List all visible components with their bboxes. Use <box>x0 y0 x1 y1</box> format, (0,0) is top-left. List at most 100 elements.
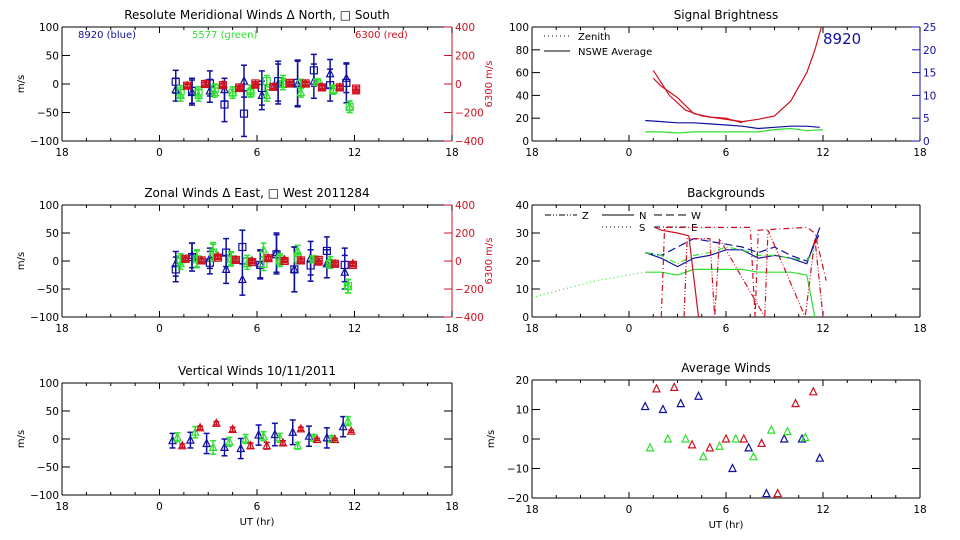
y2-axis-label: 6300 m/s <box>484 238 495 285</box>
y2-tick-label: 0 <box>455 79 462 91</box>
data-point-square <box>231 255 240 264</box>
x-tick-label: 0 <box>626 323 633 335</box>
data-point-triangle <box>312 434 322 444</box>
series-8920-west <box>171 229 349 293</box>
data-point-triangle <box>757 438 767 448</box>
data-point-triangle <box>346 425 356 435</box>
y-tick-label: 0 <box>522 136 529 148</box>
series-8920-nswe-average <box>645 119 820 130</box>
y2-axis-label: 6300 m/s <box>484 61 495 108</box>
data-point-triangle <box>761 488 771 498</box>
data-point-triangle <box>228 424 238 434</box>
data-point-triangle <box>739 433 749 443</box>
data-point-triangle <box>766 424 776 434</box>
y-tick-label: −10 <box>507 464 529 476</box>
data-point-triangle <box>797 433 807 443</box>
data-point-triangle <box>293 440 303 450</box>
data-point-triangle <box>744 442 754 452</box>
data-point-square <box>213 253 223 262</box>
series-line <box>645 246 816 265</box>
x-tick-label: 6 <box>723 147 730 159</box>
data-point-triangle <box>338 421 348 431</box>
x-axis-label: UT (hr) <box>709 520 744 531</box>
data-point-triangle <box>698 451 708 461</box>
y-tick-label: −20 <box>507 493 529 505</box>
data-point-triangle <box>669 382 679 391</box>
x-tick-label: 6 <box>254 501 261 513</box>
y-tick-label: −50 <box>37 108 59 120</box>
chart-title: Backgrounds <box>687 186 765 200</box>
data-point-square <box>194 88 203 97</box>
series-6300-nswe-average <box>652 27 822 123</box>
x-tick-label: 6 <box>723 504 730 516</box>
x-tick-label: 12 <box>816 147 829 159</box>
data-point-triangle <box>731 433 741 443</box>
data-point-square <box>343 282 353 291</box>
data-point-square <box>209 248 218 257</box>
x-tick-label: 18 <box>525 147 538 159</box>
series-line <box>645 232 821 262</box>
data-point-triangle <box>254 429 264 439</box>
data-point-square <box>181 254 190 263</box>
data-point-triangle <box>224 436 234 446</box>
chart-title: Average Winds <box>681 361 771 375</box>
y2-tick-label: 400 <box>455 22 475 34</box>
data-point-triangle <box>241 433 251 443</box>
y-tick-label: 50 <box>46 406 59 418</box>
data-point-triangle <box>694 390 703 400</box>
y-tick-label: 50 <box>46 51 59 63</box>
y-tick-label: −50 <box>37 284 59 296</box>
x-tick-label: 0 <box>156 323 163 335</box>
y2-tick-label: 200 <box>455 51 475 63</box>
y-tick-label: 0 <box>52 79 59 91</box>
data-point-triangle <box>296 87 306 97</box>
y2-tick-label: 5 <box>923 113 930 125</box>
series-line <box>652 77 743 124</box>
x-tick-label: 18 <box>913 147 926 159</box>
series-line <box>532 271 646 298</box>
series-5577-nswe-average <box>645 127 824 134</box>
data-point-triangle <box>185 434 195 444</box>
data-point-triangle <box>304 430 314 440</box>
data-point-square <box>210 84 219 93</box>
y2-tick-label: 20 <box>923 45 936 57</box>
data-point-triangle <box>234 83 244 93</box>
x-tick-label: 6 <box>254 147 261 159</box>
data-point-triangle <box>800 432 810 442</box>
x-tick-label: 12 <box>348 147 361 159</box>
y-tick-label: −100 <box>30 136 59 148</box>
legend-label: S <box>639 223 645 234</box>
data-point-triangle <box>658 404 668 414</box>
data-point-triangle <box>808 386 818 396</box>
data-point-triangle <box>705 442 715 452</box>
y2-tick-label: −200 <box>455 284 484 296</box>
y-tick-label: 80 <box>516 45 529 57</box>
data-point-triangle <box>246 440 255 450</box>
y-tick-label: 10 <box>516 405 529 417</box>
y-tick-label: 60 <box>516 68 529 80</box>
data-point-triangle <box>330 434 340 444</box>
data-point-square <box>296 256 305 265</box>
y2-tick-label: −400 <box>455 136 484 148</box>
data-point-square <box>317 83 327 92</box>
data-point-triangle <box>237 274 247 284</box>
data-point-triangle <box>236 443 246 453</box>
x-tick-label: 18 <box>55 147 68 159</box>
x-tick-label: 18 <box>55 323 68 335</box>
data-point-triangle <box>221 264 231 273</box>
x-tick-label: 18 <box>525 323 538 335</box>
legend-label: W <box>691 211 701 222</box>
data-point-triangle <box>190 426 200 436</box>
data-point-square <box>335 83 344 92</box>
y-tick-label: 100 <box>39 22 59 34</box>
series-6300 <box>652 382 818 498</box>
data-point-square <box>345 102 354 111</box>
data-point-square <box>262 77 271 86</box>
data-point-square <box>248 258 257 267</box>
x-tick-label: 18 <box>913 323 926 335</box>
y-tick-label: 100 <box>39 378 59 390</box>
data-point-triangle <box>208 442 218 451</box>
data-point-square <box>183 81 192 90</box>
